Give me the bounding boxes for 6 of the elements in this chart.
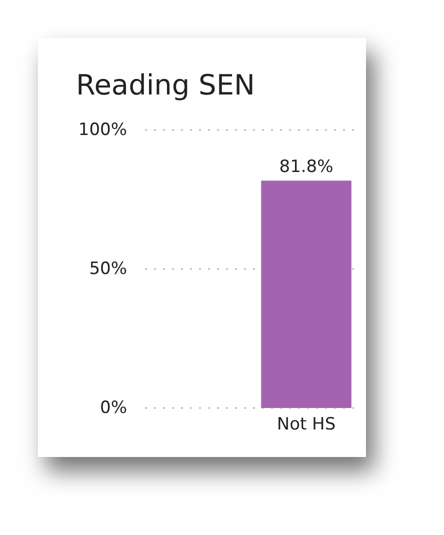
- y-tick-label: 0%: [100, 398, 127, 418]
- x-tick-label: Not HS: [276, 414, 336, 434]
- y-tick-label: 50%: [89, 259, 127, 279]
- y-tick-label: 100%: [78, 120, 127, 140]
- chart-title: Reading SEN: [76, 68, 255, 102]
- data-label: 81.8%: [279, 157, 334, 178]
